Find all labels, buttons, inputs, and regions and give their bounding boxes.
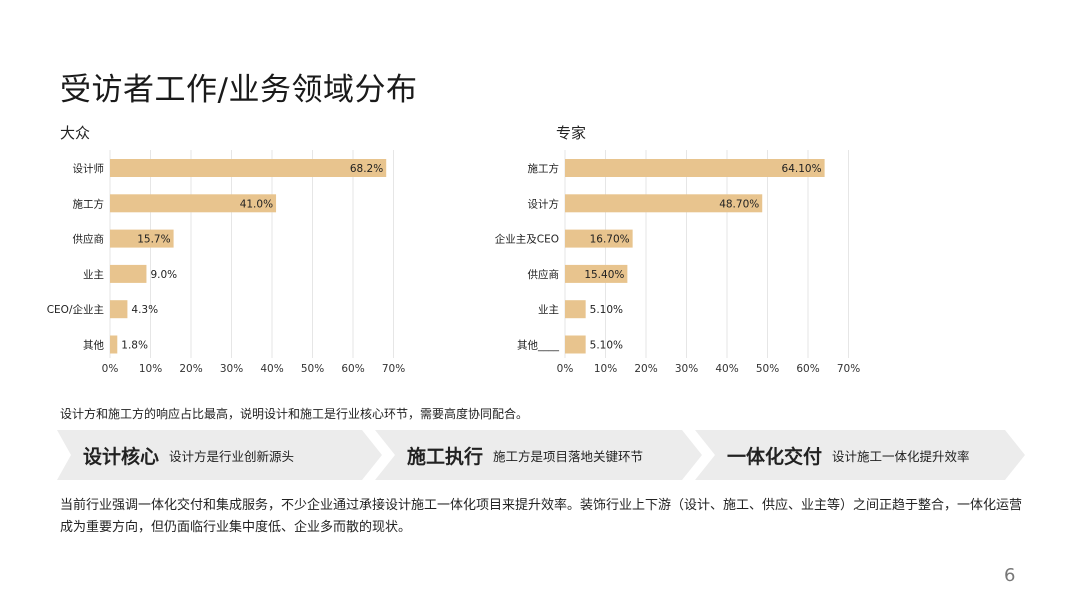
- x-tick-label: 20%: [179, 363, 202, 375]
- data-label: 15.40%: [584, 269, 624, 281]
- bar-chart-expert: 0% 10% 20% 30% 40% 50% 60% 70% 施工方 64.10% 设计方 48.70…: [495, 150, 860, 375]
- bar: [110, 159, 387, 177]
- banner-desc: 设计施工一体化提升效率: [832, 448, 970, 464]
- category-label: CEO/企业主: [47, 303, 104, 316]
- x-tick-label: 70%: [837, 363, 860, 375]
- category-label: 施工方: [73, 197, 105, 210]
- bar-chart-public: 0% 10% 20% 30% 40% 50% 60% 70% 设计师 68.2% 施工方 41.0% 供…: [47, 150, 405, 375]
- chevron-1: [57, 430, 382, 480]
- category-label: 企业主及CEO: [495, 233, 559, 246]
- grid: [109, 150, 394, 358]
- bar: [110, 194, 277, 213]
- category-label: 设计方: [528, 197, 560, 210]
- data-label: 41.0%: [240, 198, 273, 210]
- bar: [565, 229, 633, 248]
- banner-desc: 施工方是项目落地关键环节: [493, 448, 644, 464]
- data-label: 5.10%: [590, 304, 623, 316]
- data-label: 68.2%: [350, 163, 383, 175]
- banner-head: 一体化交付: [727, 445, 823, 468]
- bar: [565, 264, 628, 283]
- bar: [565, 300, 586, 319]
- category-label: 其他____: [517, 339, 560, 352]
- bar: [565, 194, 763, 213]
- page-number: 6: [1004, 565, 1016, 586]
- bar: [565, 335, 586, 354]
- grid: [564, 150, 849, 358]
- data-label: 48.70%: [719, 198, 759, 210]
- x-tick-label: 40%: [260, 363, 283, 375]
- bar: [110, 300, 128, 319]
- x-tick-label: 0%: [557, 363, 574, 375]
- bar: [110, 229, 174, 248]
- category-label: 业主: [538, 304, 559, 316]
- category-label: 设计师: [73, 162, 105, 175]
- body-paragraph: 当前行业强调一体化交付和集成服务，不少企业通过承接设计施工一体化项目来提升效率。…: [60, 498, 1023, 535]
- x-tick-label: 60%: [796, 363, 819, 375]
- x-tick-label: 40%: [715, 363, 738, 375]
- category-label: 供应商: [528, 268, 560, 281]
- banner-desc: 设计方是行业创新源头: [169, 448, 295, 464]
- chevron-2: [375, 430, 702, 480]
- category-label: 供应商: [73, 233, 105, 246]
- x-tick-label: 0%: [102, 363, 119, 375]
- x-tick-label: 30%: [675, 363, 698, 375]
- x-tick-label: 70%: [382, 363, 405, 375]
- category-label: 业主: [83, 269, 104, 281]
- banner-item-design: 设计核心 设计方是行业创新源头: [83, 430, 294, 480]
- x-tick-label: 10%: [594, 363, 617, 375]
- summary-text: 设计方和施工方的响应占比最高，说明设计和施工是行业核心环节，需要高度协同配合。: [60, 407, 529, 421]
- chevron-3: [695, 430, 1025, 480]
- data-label: 16.70%: [590, 234, 630, 246]
- bar: [110, 264, 147, 283]
- process-banner: 设计核心 设计方是行业创新源头 施工执行 施工方是项目落地关键环节 一体化交付 …: [57, 430, 1025, 480]
- banner-item-construction: 施工执行 施工方是项目落地关键环节: [407, 430, 643, 480]
- category-label: 施工方: [528, 162, 560, 175]
- x-tick-label: 60%: [341, 363, 364, 375]
- banner-head: 施工执行: [407, 445, 484, 468]
- data-label: 64.10%: [782, 163, 822, 175]
- chart-subtitle-public: 大众: [60, 124, 91, 142]
- x-tick-label: 10%: [139, 363, 162, 375]
- x-tick-label: 30%: [220, 363, 243, 375]
- bar: [110, 335, 118, 354]
- banner-head: 设计核心: [83, 445, 160, 468]
- chart-subtitle-expert: 专家: [556, 124, 587, 142]
- x-tick-label: 50%: [301, 363, 324, 375]
- chevron-arrows: [57, 430, 1025, 480]
- banner-item-integration: 一体化交付 设计施工一体化提升效率: [727, 430, 970, 480]
- data-label: 15.7%: [137, 234, 170, 246]
- data-label: 9.0%: [150, 269, 177, 281]
- x-tick-label: 50%: [756, 363, 779, 375]
- data-label: 4.3%: [131, 304, 158, 316]
- category-label: 其他: [83, 339, 104, 352]
- data-label: 5.10%: [590, 340, 623, 352]
- x-tick-label: 20%: [634, 363, 657, 375]
- page-title: 受访者工作/业务领域分布: [60, 72, 418, 108]
- bar: [565, 159, 825, 177]
- data-label: 1.8%: [121, 340, 148, 352]
